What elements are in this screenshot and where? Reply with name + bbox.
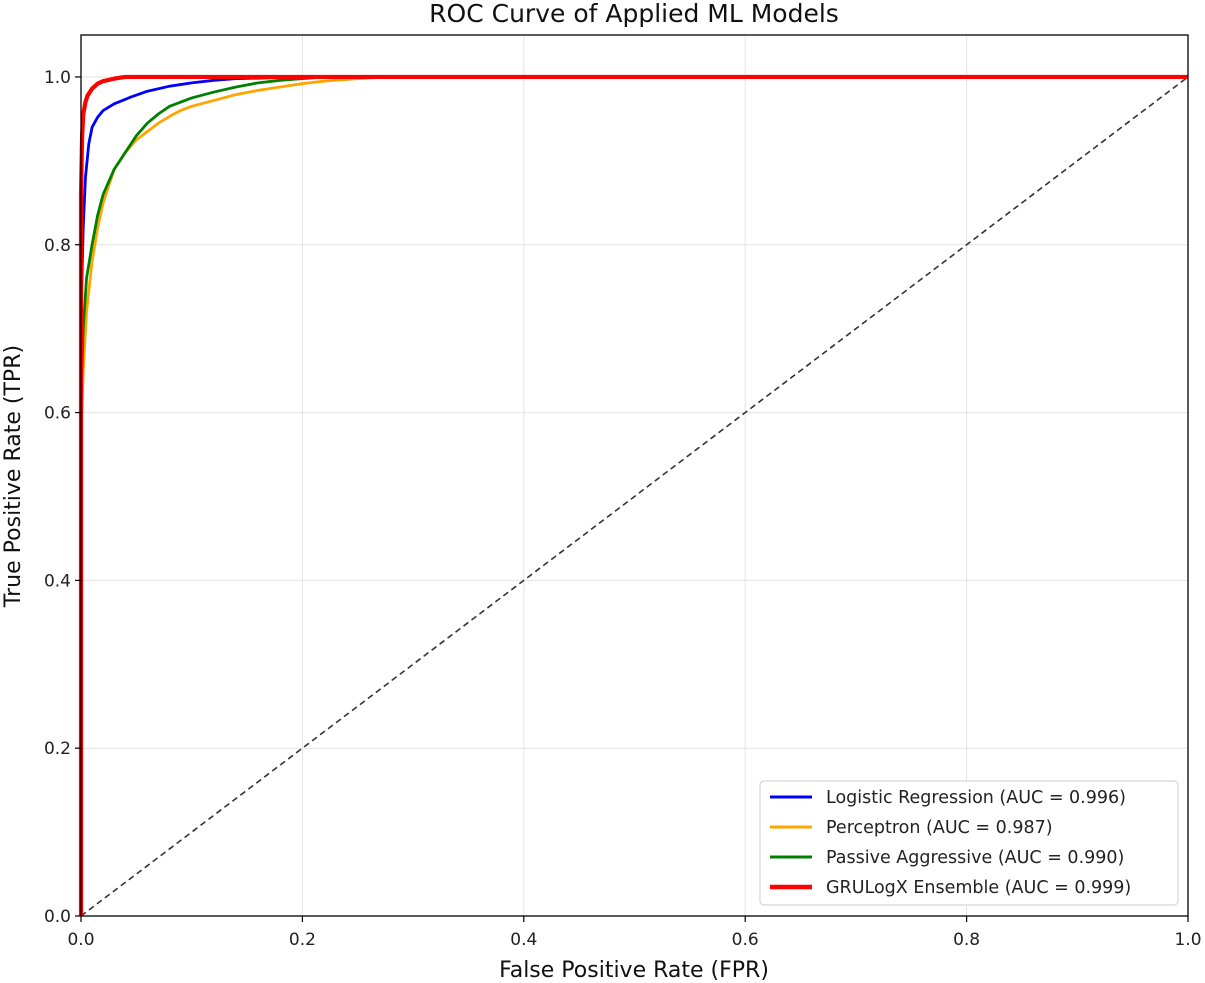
y-tick-label: 1.0 <box>44 68 71 88</box>
legend-label-2: Passive Aggressive (AUC = 0.990) <box>826 848 1124 868</box>
x-tick-label: 0.4 <box>510 930 537 950</box>
legend-label-3: GRULogX Ensemble (AUC = 0.999) <box>826 878 1131 898</box>
grid-lines <box>80 35 1189 917</box>
x-tick-label: 0.0 <box>67 930 94 950</box>
chance-diagonal-line <box>80 76 1189 917</box>
x-tick-label: 0.6 <box>732 930 759 950</box>
chart-title: ROC Curve of Applied ML Models <box>429 0 839 28</box>
series-line-1 <box>79 75 1188 916</box>
x-tick-label: 1.0 <box>1174 930 1201 950</box>
plot-area-frame <box>80 34 1189 917</box>
x-tick-label: 0.2 <box>289 930 316 950</box>
x-axis-title: False Positive Rate (FPR) <box>499 958 769 983</box>
series-line-3 <box>78 74 1188 916</box>
legend-box <box>759 780 1179 906</box>
y-tick-label: 0.0 <box>44 907 71 927</box>
y-tick-label: 0.6 <box>44 404 71 424</box>
y-axis-title: True Positive Rate (TPR) <box>1 345 26 608</box>
legend-label-0: Logistic Regression (AUC = 0.996) <box>826 788 1126 808</box>
legend: Logistic Regression (AUC = 0.996) Percept… <box>759 780 1179 906</box>
y-tick-label: 0.4 <box>44 571 71 591</box>
axis-ticks: 0.0 0.2 0.4 0.6 0.8 1.0 0.0 0.2 0.4 0.6 0.8 1.0 <box>44 68 1202 950</box>
series-lines <box>78 74 1189 917</box>
y-tick-label: 0.8 <box>44 236 71 256</box>
series-line-2 <box>79 75 1188 916</box>
y-tick-label: 0.2 <box>44 739 71 759</box>
x-tick-label: 0.8 <box>953 930 980 950</box>
legend-label-1: Perceptron (AUC = 0.987) <box>826 818 1053 838</box>
